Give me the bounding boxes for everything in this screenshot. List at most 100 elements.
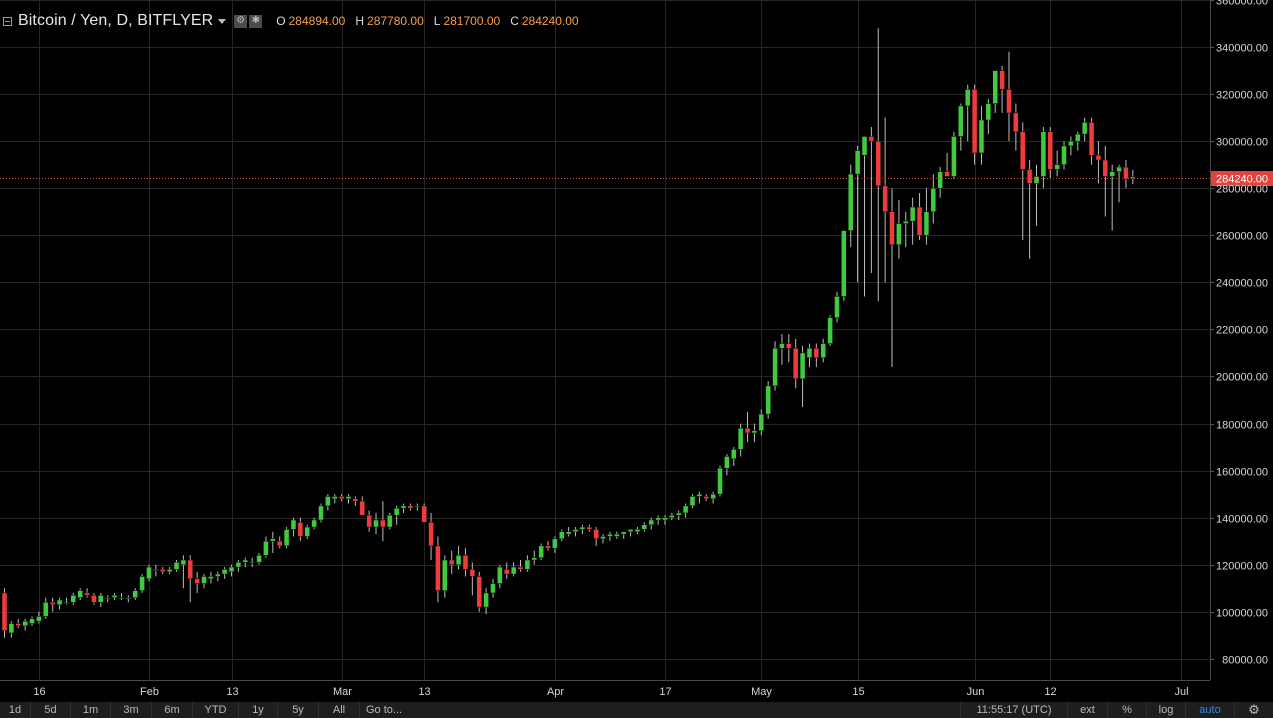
candle-body-up (978, 119, 985, 154)
gear-icon[interactable]: ✱ (249, 14, 263, 28)
candle (338, 494, 345, 502)
x-tick-label: Jul (1174, 686, 1188, 698)
candle (689, 494, 696, 509)
candle (345, 494, 352, 504)
price-chart[interactable]: 284240.00 80000.00 100000.00 120000.00 1400… (0, 0, 1273, 702)
candle (173, 560, 180, 572)
range-3m-button[interactable]: 3m (111, 702, 152, 718)
candle-body-up (242, 559, 249, 563)
y-tick-label: 80000.00 (1222, 655, 1268, 667)
candle (1116, 164, 1122, 203)
candle-body-up (318, 505, 324, 521)
log-toggle[interactable]: log (1146, 702, 1185, 718)
chevron-down-icon[interactable] (218, 18, 227, 24)
time-axis: 16 Feb 13 Mar 13 Apr 17 May 15 Jun 12 Jul (0, 680, 1210, 698)
candle (559, 529, 565, 542)
candle-body-up (146, 566, 152, 580)
candle-body-up (256, 555, 262, 563)
range-5d-button[interactable]: 5d (31, 702, 71, 718)
candle (655, 515, 661, 525)
candle-body-up (806, 347, 813, 358)
candle (1019, 122, 1026, 240)
candle (153, 564, 159, 577)
candle-body-up (620, 531, 627, 535)
candle (682, 503, 689, 518)
range-6m-button[interactable]: 6m (152, 702, 193, 718)
candle (36, 611, 42, 624)
candle (909, 197, 916, 245)
candle-body-up (325, 496, 331, 507)
candle (1123, 160, 1129, 189)
candle-body-up (724, 456, 730, 469)
candle (1130, 169, 1136, 185)
x-tick-label: Mar (333, 686, 352, 698)
candle-body-up (1040, 131, 1047, 177)
candle-body-up (442, 559, 448, 591)
candle (387, 512, 393, 530)
candle (1075, 131, 1081, 151)
candle-body-down (194, 578, 200, 584)
candle-body-up (923, 211, 930, 236)
candle-body-up (710, 493, 716, 500)
candle-body-up (648, 519, 654, 525)
candle (841, 230, 847, 302)
ext-toggle[interactable]: ext (1067, 702, 1107, 718)
price-axis: 80000.00 100000.00 120000.00 140000.00 16000… (1210, 0, 1268, 680)
candle (854, 145, 861, 283)
y-tick-label: 360000.00 (1216, 0, 1268, 8)
candle (847, 164, 854, 248)
range-5y-button[interactable]: 5y (278, 702, 319, 718)
candle-body-down (586, 526, 593, 530)
candle-body-up (373, 519, 379, 528)
candle-body-up (1061, 145, 1067, 165)
candle (111, 592, 118, 600)
candle (98, 592, 104, 608)
candle-body-down (407, 505, 414, 509)
go-to-button[interactable]: Go to... (366, 704, 403, 716)
x-tick-label: May (751, 686, 772, 698)
candle-body-up (772, 347, 778, 387)
candle (889, 188, 895, 368)
auto-scale-toggle[interactable]: auto (1185, 702, 1234, 718)
candle-body-up (834, 296, 840, 318)
candle-body-up (559, 531, 565, 540)
percent-toggle[interactable]: % (1107, 702, 1146, 718)
x-tick-label: Jun (967, 686, 985, 698)
candle-body-down (916, 206, 923, 236)
range-1m-button[interactable]: 1m (71, 702, 111, 718)
candle-body-up (627, 529, 634, 533)
candlestick-series (1, 28, 1136, 638)
candle (1026, 160, 1033, 259)
candle (786, 334, 792, 363)
candle-body-down (882, 185, 888, 213)
candle-body-up (235, 562, 242, 568)
candle (221, 567, 228, 579)
candle-body-up (552, 538, 558, 549)
candle-body-down (476, 576, 482, 608)
gear-icon[interactable]: ⚙ (1234, 702, 1273, 718)
symbol-title[interactable]: Bitcoin / Yen, D, BITFLYER (18, 12, 214, 29)
candle (442, 555, 448, 598)
candle (951, 131, 957, 179)
candle (627, 529, 634, 537)
collapse-legend-icon[interactable] (3, 16, 12, 26)
candle (359, 496, 366, 516)
candle-body-up (221, 569, 228, 575)
range-1d-button[interactable]: 1d (0, 702, 31, 718)
candle-body-down (421, 505, 427, 523)
x-tick-label: 15 (852, 686, 864, 698)
candle-body-down (517, 566, 524, 570)
settings-icon[interactable]: ⚙ (234, 14, 248, 28)
candle-body-up (799, 352, 806, 380)
candle (717, 465, 723, 497)
candle (1102, 145, 1109, 217)
range-1y-button[interactable]: 1y (239, 702, 278, 718)
candle (978, 105, 985, 165)
candle (779, 334, 785, 365)
candle (166, 567, 173, 575)
range-all-button[interactable]: All (319, 702, 360, 718)
range-ytd-button[interactable]: YTD (193, 702, 239, 718)
candle (70, 592, 77, 605)
candle (875, 28, 882, 302)
candle (1033, 164, 1040, 226)
